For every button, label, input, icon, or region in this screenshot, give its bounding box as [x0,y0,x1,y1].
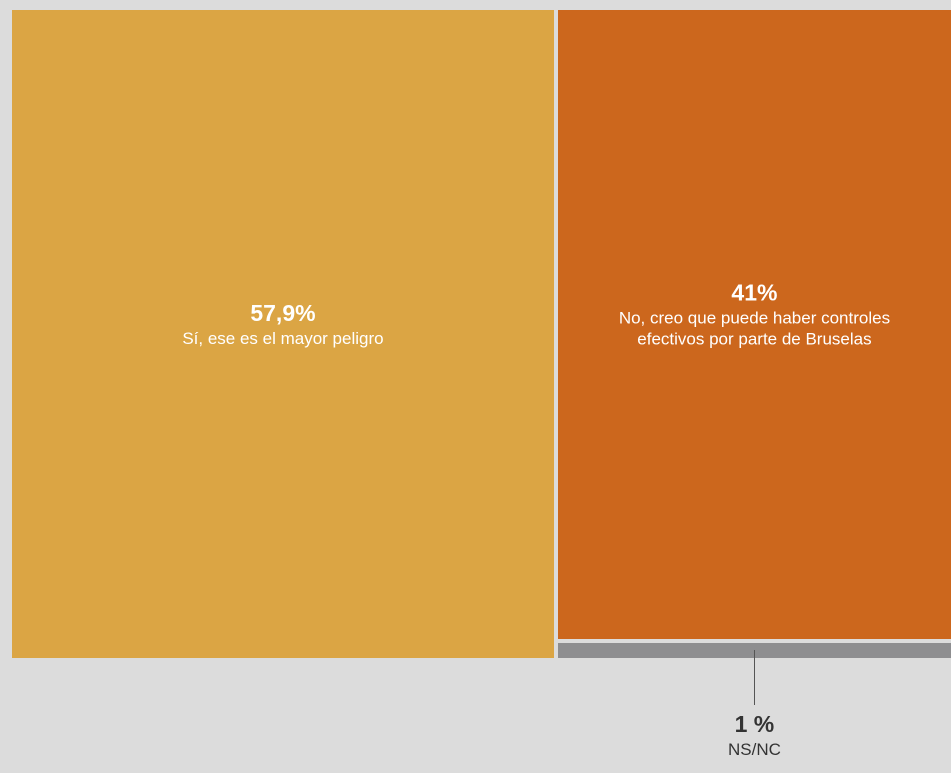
category-label: NS/NC [654,739,854,760]
value-label: 1 % [654,710,854,739]
cell-label: 1 %NS/NC [654,710,854,760]
cell-label: 41%No, creo que puede haber controles ef… [594,279,914,350]
value-label: 57,9% [123,299,443,328]
category-label: Sí, ese es el mayor peligro [123,328,443,349]
value-label: 41% [594,279,914,308]
category-label: No, creo que puede haber controles efect… [594,307,914,350]
chart: 57,9%Sí, ese es el mayor peligro 41%No, c… [0,0,951,773]
leader-line [754,650,755,705]
cell-label: 57,9%Sí, ese es el mayor peligro [123,299,443,349]
